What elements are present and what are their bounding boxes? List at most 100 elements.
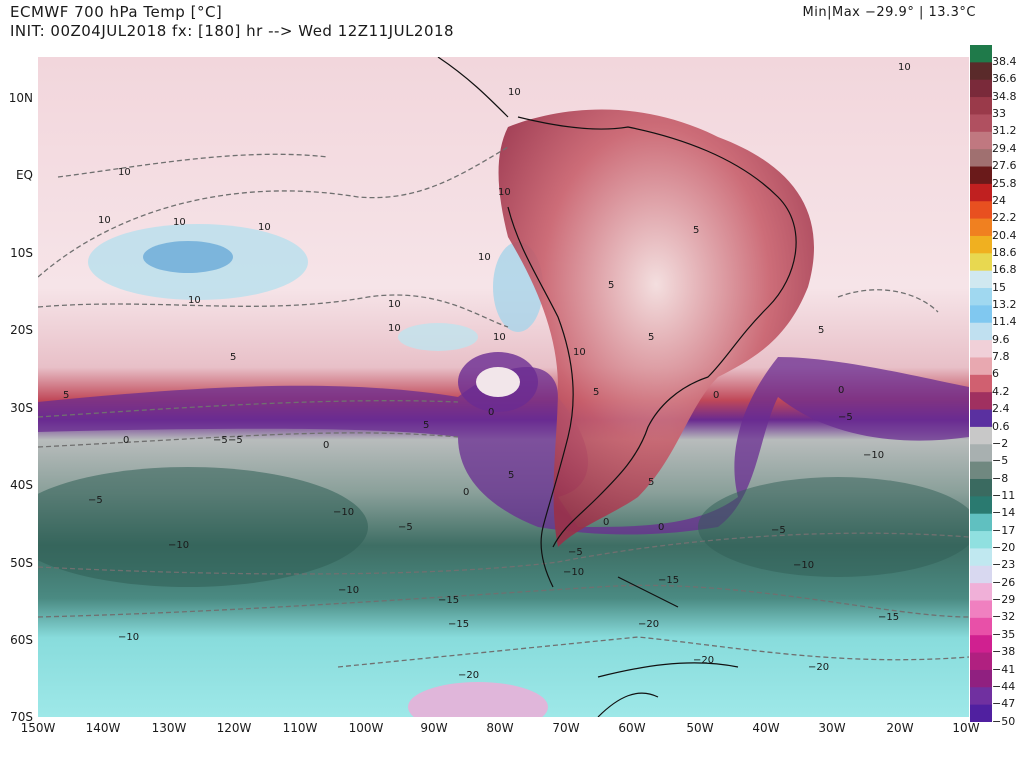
- colorbar-swatch: [970, 461, 992, 480]
- colorbar-label: 25.8: [992, 176, 1017, 190]
- contour-label: 5: [593, 387, 600, 398]
- colorbar-label: −50: [992, 714, 1016, 728]
- colorbar-label: −11: [992, 488, 1016, 502]
- contour-label: −15: [878, 612, 900, 623]
- contour-label: −20: [808, 662, 830, 673]
- colorbar-swatch: [970, 166, 992, 185]
- contour-label: −15: [448, 619, 470, 630]
- colorbar-swatch: [970, 548, 992, 567]
- colorbar-swatch: [970, 114, 992, 133]
- contour-label: 0: [463, 487, 470, 498]
- contour-label: −10: [118, 632, 140, 643]
- colorbar-label: −14: [992, 506, 1016, 520]
- colorbar-swatch: [970, 131, 992, 150]
- colorbar-swatch: [970, 322, 992, 341]
- lon-label-150w: 150W: [20, 721, 56, 735]
- contour-label: −10: [793, 560, 815, 571]
- contour-label: 10: [98, 215, 111, 226]
- colorbar-label: −35: [992, 627, 1016, 641]
- colorbar-label: 24: [992, 193, 1006, 207]
- contour-label: 5: [63, 390, 70, 401]
- colorbar-swatch: [970, 600, 992, 619]
- colorbar-label: 16.8: [992, 263, 1017, 277]
- lat-label-eq: EQ: [15, 168, 33, 182]
- contour-label: 5: [693, 225, 700, 236]
- contour-label: 5: [423, 420, 430, 431]
- colorbar-swatch: [970, 357, 992, 376]
- colorbar-label: 31.2: [992, 124, 1017, 138]
- colorbar-swatch: [970, 45, 992, 63]
- colorbar-swatch: [970, 496, 992, 515]
- colorbar-label: 18.6: [992, 245, 1017, 259]
- lat-label-70s: 70S: [10, 710, 33, 724]
- lat-label-10s: 10S: [10, 246, 33, 260]
- colorbar-swatch: [970, 374, 992, 393]
- colorbar-swatch: [970, 235, 992, 254]
- contour-label: −5: [213, 435, 228, 446]
- colorbar-swatch: [970, 97, 992, 115]
- contour-label: 10: [493, 332, 506, 343]
- contour-label: 5: [508, 470, 515, 481]
- contour-label: 0: [658, 522, 665, 533]
- lon-label-70w: 70W: [552, 721, 580, 735]
- contour-label: −20: [693, 655, 715, 666]
- colorbar-label: 15: [992, 280, 1006, 294]
- contour-label: 10: [478, 252, 491, 263]
- lat-label-30s: 30S: [10, 401, 33, 415]
- contour-label: −15: [658, 575, 680, 586]
- colorbar-label: −41: [992, 662, 1016, 676]
- colorbar-label: 13.2: [992, 298, 1017, 312]
- temperature-map: 10 10 10 10 10 10 10 10 10 10 10 10 10 5 5 5 5 5 5 5 5 5 5 0 0 0 0…: [38, 57, 969, 717]
- colorbar-swatch: [970, 478, 992, 497]
- colorbar-swatch: [970, 426, 992, 445]
- contour-label: −5: [568, 547, 583, 558]
- init-time: INIT: 00Z04JUL2018 fx: [180] hr --> Wed …: [10, 22, 455, 40]
- contour-label: 10: [173, 217, 186, 228]
- colorbar-label: −44: [992, 679, 1016, 693]
- colorbar-swatch: [970, 340, 992, 358]
- colorbar-label: 29.4: [992, 141, 1017, 155]
- colorbar-swatch: [970, 687, 992, 706]
- lon-label-20w: 20W: [886, 721, 914, 735]
- contour-label: −5: [838, 412, 853, 423]
- colorbar-swatch: [970, 669, 992, 688]
- lon-label-60w: 60W: [618, 721, 646, 735]
- contour-label: −5: [771, 525, 786, 536]
- colorbar-label: 0.6: [992, 419, 1010, 433]
- colorbar-label: −38: [992, 645, 1016, 659]
- contour-label: 0: [838, 385, 845, 396]
- contour-label: 5: [608, 280, 615, 291]
- contour-label: 5: [230, 352, 237, 363]
- colorbar-label: 9.6: [992, 332, 1010, 346]
- contour-label: 10: [508, 87, 521, 98]
- lon-label-30w: 30W: [818, 721, 846, 735]
- colorbar-swatch: [970, 617, 992, 636]
- colorbar-swatch: [970, 253, 992, 272]
- contour-label: −10: [563, 567, 585, 578]
- colorbar-swatch: [970, 62, 992, 81]
- colorbar-swatch: [970, 218, 992, 237]
- lon-label-140w: 140W: [85, 721, 121, 735]
- contour-label: 10: [188, 295, 201, 306]
- colorbar-swatch: [970, 183, 992, 202]
- colorbar-swatch: [970, 565, 992, 584]
- colorbar: [970, 45, 992, 722]
- contour-label: −20: [638, 619, 660, 630]
- colorbar-label: −23: [992, 558, 1016, 572]
- colorbar-label: 2.4: [992, 402, 1010, 416]
- colorbar-label: −29: [992, 593, 1016, 607]
- colorbar-swatch: [970, 444, 992, 463]
- colorbar-swatch: [970, 531, 992, 549]
- contour-label: 10: [498, 187, 511, 198]
- contour-label: 0: [713, 390, 720, 401]
- lat-label-20s: 20S: [10, 323, 33, 337]
- contour-label: 10: [573, 347, 586, 358]
- colorbar-label: 38.4: [992, 55, 1017, 68]
- colorbar-label: −32: [992, 610, 1016, 624]
- contour-label: −10: [168, 540, 190, 551]
- lat-label-50s: 50S: [10, 556, 33, 570]
- colorbar-label: −17: [992, 523, 1016, 537]
- colorbar-label: 7.8: [992, 350, 1010, 364]
- colorbar-label: −26: [992, 575, 1016, 589]
- colorbar-swatch: [970, 704, 992, 722]
